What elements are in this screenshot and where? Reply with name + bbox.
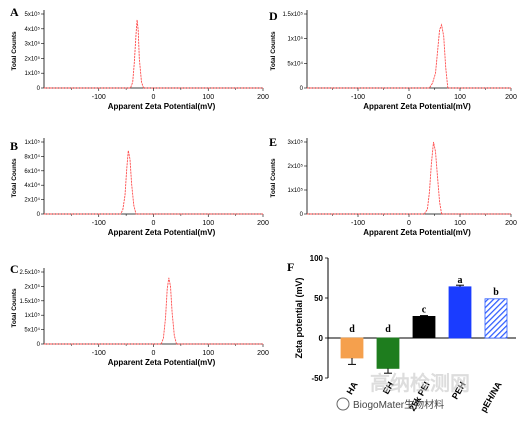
- significance-letter: d: [385, 324, 391, 335]
- y-tick-label: 8x10⁴: [24, 153, 40, 160]
- y-tick-label: 2x10⁵: [25, 283, 41, 290]
- bar: [412, 315, 436, 339]
- x-axis-label: Apparent Zeta Potential(mV): [363, 102, 471, 111]
- x-axis-label: Apparent Zeta Potential(mV): [108, 228, 216, 237]
- y-tick-label: 1x10⁵: [25, 312, 41, 319]
- y-tick-label: 5x10⁵: [25, 11, 41, 18]
- x-tick-label: 100: [202, 94, 214, 101]
- watermark-overlay: 高纳检测网: [370, 371, 470, 395]
- x-tick-label: -100: [92, 94, 106, 101]
- x-axis-label: Apparent Zeta Potential(mV): [108, 358, 216, 367]
- y-tick-label: 2.5x10⁵: [19, 269, 40, 276]
- panel-label: E: [269, 135, 277, 149]
- y-axis-label: Total Counts: [270, 31, 277, 71]
- y-axis-label: Total Counts: [11, 158, 18, 198]
- panel-a: A 1x10⁵ 2x10⁵ 3x10⁵ 4x10⁵ 5x10⁵ 0 -100 0 100 200 Ap…: [10, 5, 269, 111]
- significance-letter: b: [493, 287, 499, 298]
- y-tick-label: 0: [37, 86, 41, 92]
- x-tick-label: 100: [454, 220, 466, 227]
- x-tick-label: 100: [454, 94, 466, 101]
- y-tick-label: 3x10⁵: [25, 41, 41, 48]
- y-tick-label: 0: [37, 212, 41, 218]
- x-tick-label: -100: [92, 220, 106, 227]
- bar: [340, 337, 364, 359]
- x-axis-label: Apparent Zeta Potential(mV): [108, 102, 216, 111]
- panel-label: B: [10, 139, 18, 153]
- panel-label: D: [269, 9, 278, 23]
- panel-label: C: [10, 262, 19, 276]
- y-tick-label: 5x10⁴: [287, 60, 303, 67]
- category-label: HA: [345, 380, 360, 397]
- significance-letter: d: [349, 324, 355, 335]
- x-tick-label: -100: [92, 350, 106, 357]
- x-tick-label: 0: [407, 220, 411, 227]
- bar: [448, 286, 472, 339]
- y-axis-label: Total Counts: [11, 288, 18, 328]
- y-tick-label: 1.5x10⁵: [19, 298, 40, 305]
- x-tick-label: 0: [152, 350, 156, 357]
- x-tick-label: 100: [202, 220, 214, 227]
- x-tick-label: 0: [407, 94, 411, 101]
- panel-e: E 1x10⁵ 2x10⁵ 3x10⁵ 0 -100 0 100 200 Apparent Zet…: [269, 135, 517, 237]
- significance-letter: c: [422, 304, 427, 315]
- distribution-curve: [44, 277, 263, 345]
- x-tick-label: 0: [152, 220, 156, 227]
- x-tick-label: 200: [505, 94, 517, 101]
- y-tick-label: 2x10⁵: [25, 55, 41, 62]
- bar: [376, 337, 400, 369]
- y-tick-label: 0: [37, 342, 41, 348]
- distribution-curve: [44, 150, 263, 215]
- y-tick-label: 0: [319, 334, 324, 343]
- distribution-curve: [307, 141, 511, 215]
- y-tick-label: 3x10⁵: [288, 139, 304, 146]
- distribution-curve: [307, 23, 511, 89]
- x-tick-label: 200: [257, 94, 269, 101]
- x-tick-label: 200: [257, 350, 269, 357]
- y-tick-label: 2x10⁴: [24, 197, 40, 204]
- panel-b: B 2x10⁴ 4x10⁴ 6x10⁴ 8x10⁴ 1x10⁵ 0 -100 0 100 200 Ap…: [10, 138, 269, 237]
- distribution-curve: [44, 19, 263, 89]
- x-tick-label: 200: [505, 220, 517, 227]
- bar: [484, 298, 508, 339]
- x-tick-label: 0: [152, 94, 156, 101]
- y-tick-label: 1x10⁵: [25, 70, 41, 77]
- y-tick-label: 1x10⁵: [25, 139, 41, 146]
- y-axis-label: Total Counts: [270, 158, 277, 198]
- panel-label: A: [10, 5, 19, 19]
- y-tick-label: 4x10⁴: [24, 182, 40, 189]
- watermark: 高纳检测网 BiogoMater生物材料: [336, 371, 470, 411]
- panel-c: C 5x10⁴ 1x10⁵ 1.5x10⁵ 2x10⁵ 2.5x10⁵ 0 -100 0 100 2…: [10, 262, 269, 367]
- x-tick-label: -100: [351, 220, 365, 227]
- y-tick-label: 4x10⁵: [25, 26, 41, 33]
- y-tick-label: -50: [311, 374, 323, 383]
- x-axis-label: Apparent Zeta Potential(mV): [363, 228, 471, 237]
- panel-label: F: [287, 260, 294, 274]
- x-tick-label: 100: [202, 350, 214, 357]
- y-tick-label: 0: [300, 86, 304, 92]
- y-tick-label: 1x10⁵: [288, 36, 304, 43]
- y-tick-label: 6x10⁴: [24, 168, 40, 175]
- y-tick-label: 50: [314, 294, 323, 303]
- wechat-icon: [336, 397, 350, 411]
- x-tick-label: -100: [351, 94, 365, 101]
- category-label: pEH/NA: [478, 380, 504, 414]
- y-tick-label: 100: [310, 254, 324, 263]
- x-tick-label: 200: [257, 220, 269, 227]
- panel-d: D 5x10⁴ 1x10⁵ 1.5x10⁵ 0 -100 0 100 200 Apparent Z…: [269, 9, 517, 111]
- y-tick-label: 1.5x10⁵: [282, 11, 303, 18]
- significance-letter: a: [458, 275, 463, 286]
- watermark-text: BiogoMater生物材料: [353, 398, 444, 411]
- y-axis-label: Zeta potential (mV): [294, 277, 304, 358]
- y-tick-label: 2x10⁵: [288, 163, 304, 170]
- y-axis-label: Total Counts: [11, 31, 18, 71]
- y-tick-label: 0: [300, 212, 304, 218]
- y-tick-label: 1x10⁵: [288, 187, 304, 194]
- y-tick-label: 5x10⁴: [24, 327, 40, 334]
